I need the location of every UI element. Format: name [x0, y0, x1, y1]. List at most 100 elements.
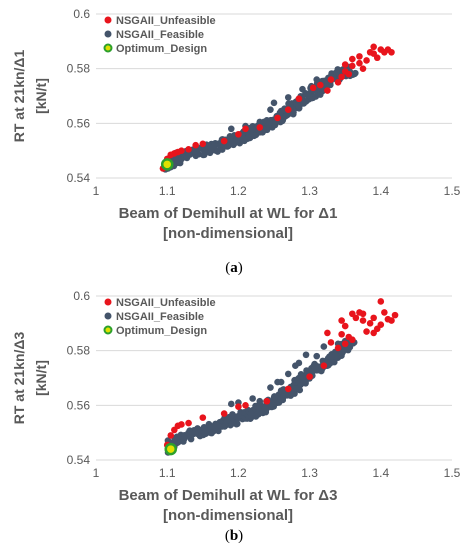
chart-a-unfeasible-point	[370, 43, 377, 51]
chart-b-unfeasible-point	[341, 340, 349, 348]
chart-a-feasible-point	[316, 91, 324, 98]
chart-a-feasible-point	[267, 106, 274, 113]
chart-a-unfeasible-point	[341, 61, 349, 68]
chart-a-unfeasible-point	[349, 55, 356, 63]
chart-b-unfeasible-point	[377, 321, 385, 328]
chart-a-feasible-point	[266, 119, 274, 126]
caption-panel-a: (a)	[225, 260, 243, 276]
chart-b-xtick-label: 1.4	[372, 466, 389, 480]
chart-a-unfeasible-point	[327, 76, 335, 83]
chart-a-feasible-point	[352, 69, 359, 77]
chart-a-unfeasible-point	[192, 141, 199, 149]
chart-b-unfeasible-point	[352, 314, 360, 322]
chart-a-unfeasible-point	[338, 73, 345, 81]
chart-b-unfeasible-point	[220, 410, 228, 417]
chart-a-unfeasible-point	[284, 106, 292, 113]
chart-b-feasible-point	[302, 351, 310, 359]
chart-a-feasible-point	[256, 118, 264, 126]
chart-a-unfeasible-point	[370, 50, 377, 57]
chart-a-ytick-label: 0.6	[73, 7, 90, 21]
chart-a-feasible-point	[178, 155, 185, 163]
chart-b-unfeasible-point	[242, 402, 249, 409]
chart-b-feasible-point	[261, 405, 268, 413]
chart-a-unfeasible-point	[178, 147, 185, 154]
chart-a-legend-label: NSGAII_Feasible	[116, 29, 204, 41]
chart-panel-b: 0.54 0.56 0.58 0.6 1 1.1 1.2 1.3 1.4 1.5 Beam of D…	[11, 289, 461, 524]
chart-a-feasible-point	[270, 99, 278, 107]
chart-b-feasible-point	[256, 397, 264, 405]
chart-a-unfeasible-point	[356, 59, 363, 67]
chart-b-feasible-point	[313, 352, 321, 360]
chart-a-unfeasible-point	[356, 53, 363, 60]
chart-a-legend-marker	[103, 43, 113, 53]
chart-a-legend-label: Optimum_Design	[116, 43, 207, 55]
chart-a-unfeasible-point	[185, 146, 192, 153]
chart-b-feasible-point	[224, 416, 231, 423]
chart-b-feasible-point	[227, 400, 235, 408]
chart-b-unfeasible-point	[377, 298, 385, 305]
chart-a-feasible-point	[334, 66, 342, 73]
chart-a-xtick-label: 1.4	[372, 184, 389, 198]
chart-panel-a: 0.54 0.56 0.58 0.6 1 1.1 1.2 1.3 1.4 1.5 Beam of D…	[11, 7, 461, 242]
chart-b-xtick-label: 1.2	[230, 466, 247, 480]
chart-a-unfeasible-point	[242, 125, 249, 133]
chart-b-unfeasible-point	[199, 414, 207, 421]
chart-b-feasible-point	[299, 373, 306, 380]
chart-a-unfeasible-point	[345, 70, 353, 78]
chart-a-unfeasible-point	[256, 124, 264, 131]
chart-a-legend-marker	[104, 30, 112, 38]
chart-a-feasible-point	[239, 135, 247, 142]
chart-a-unfeasible-point	[388, 48, 395, 56]
chart-b-feasible-point	[320, 343, 328, 350]
chart-b-legend: NSGAII_Unfeasible NSGAII_Feasible Optimum_…	[103, 297, 216, 337]
chart-b-optimum-point	[164, 442, 178, 456]
chart-a-unfeasible-point	[295, 95, 303, 103]
chart-b-feasible-point	[284, 370, 292, 378]
chart-b-xaxis-title-units: [non-dimensional]	[163, 507, 293, 524]
chart-b-ytick-label: 0.6	[73, 289, 90, 303]
chart-a-xtick-label: 1.5	[444, 184, 461, 198]
chart-a-xtick-label: 1.1	[159, 184, 176, 198]
chart-b-unfeasible-point	[185, 419, 192, 427]
chart-b-xaxis-title: Beam of Demihull at WL for Δ3	[119, 487, 338, 504]
chart-b-xtick-label: 1.5	[444, 466, 461, 480]
chart-b-unfeasible-point	[363, 328, 370, 335]
chart-b-legend-marker	[104, 298, 112, 306]
chart-b-unfeasible-point	[324, 329, 331, 337]
chart-b-unfeasible-point	[370, 329, 377, 337]
chart-b-feasible-point	[267, 384, 274, 391]
chart-a-feasible-point	[302, 98, 310, 105]
chart-a-unfeasible-point	[199, 140, 207, 148]
chart-b-unfeasible-point	[359, 310, 367, 318]
chart-a-unfeasible-point	[274, 114, 281, 122]
chart-b-feasible-point	[274, 378, 281, 386]
chart-a-feasible-point	[227, 125, 235, 133]
chart-b-unfeasible-point	[338, 330, 345, 338]
chart-a-unfeasible-point	[334, 79, 342, 86]
chart-a-unfeasible-point	[220, 137, 228, 145]
chart-a-xtick-label: 1.3	[301, 184, 318, 198]
chart-b-unfeasible-point	[167, 432, 175, 439]
chart-b-feasible-point	[292, 362, 299, 369]
chart-b-feasible-point	[271, 393, 278, 400]
chart-b-yaxis-title-units: [kN/t]	[33, 360, 49, 396]
chart-a-feasible-point	[173, 156, 180, 164]
chart-a-xaxis-title-units: [non-dimensional]	[163, 225, 293, 242]
chart-a-feasible-point	[277, 107, 285, 115]
chart-a-optimum-point	[160, 158, 174, 171]
chart-b-xtick-label: 1.1	[159, 466, 176, 480]
chart-b-unfeasible-point	[178, 421, 185, 428]
chart-a-feasible-point	[313, 76, 321, 83]
chart-a-feasible-point	[299, 85, 306, 93]
chart-b-legend-marker	[103, 325, 113, 335]
chart-a-legend-label: NSGAII_Unfeasible	[116, 15, 216, 27]
chart-a-unfeasible-point	[309, 84, 317, 92]
chart-b-unfeasible-point	[341, 322, 349, 330]
chart-a-xtick-label: 1	[93, 184, 100, 198]
chart-a-feasible-point	[206, 149, 214, 157]
chart-b-unfeasible-point	[366, 320, 374, 327]
chart-b-xtick-label: 1.3	[301, 466, 318, 480]
chart-b-unfeasible-point	[381, 309, 388, 316]
caption-panel-b: (b)	[224, 528, 244, 544]
chart-b-unfeasible-point	[235, 403, 242, 410]
